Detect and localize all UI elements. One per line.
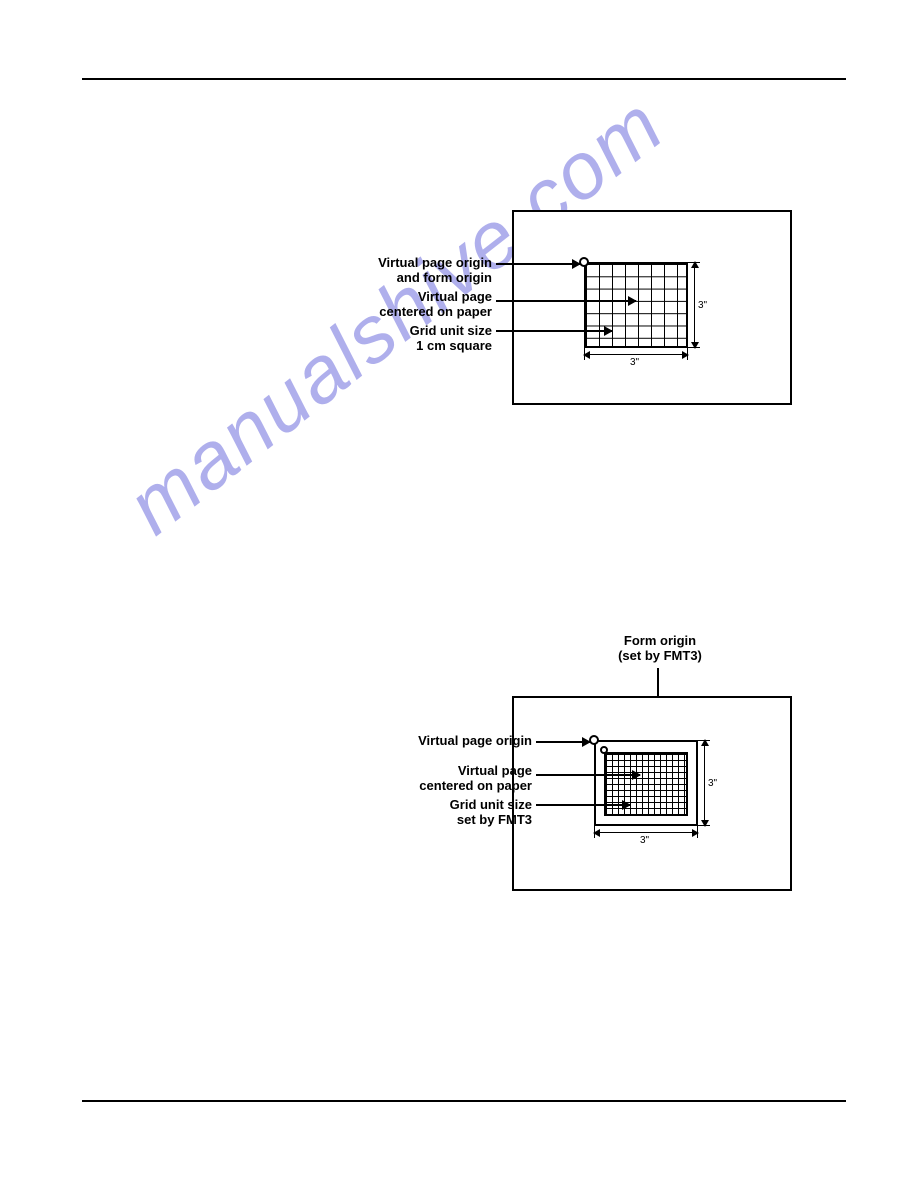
fig1-width-label: 3" bbox=[630, 357, 639, 368]
fig2-label-form-origin-l2: (set by FMT3) bbox=[618, 648, 702, 663]
fig1-label-vpage-l2: centered on paper bbox=[379, 304, 492, 319]
fig2-label-vpage-origin-text: Virtual page origin bbox=[418, 733, 532, 748]
fig2-height-dim bbox=[704, 740, 705, 826]
fig1-vtick-b bbox=[688, 347, 700, 348]
fig1-label-grid-l1: Grid unit size bbox=[410, 323, 492, 338]
fig1-arrow-vpage bbox=[496, 300, 636, 302]
fig2-arrow-vpage-origin bbox=[536, 741, 590, 743]
fig1-arrow-grid bbox=[496, 330, 612, 332]
fig2-vtick-b bbox=[698, 825, 710, 826]
fig1-width-dim bbox=[584, 354, 688, 355]
fig2-grid-lines bbox=[604, 752, 688, 816]
fig1-label-vpage-l1: Virtual page bbox=[418, 289, 492, 304]
fig2-label-grid-l2: set by FMT3 bbox=[457, 812, 532, 827]
fig2-vtick-t bbox=[698, 740, 710, 741]
top-rule bbox=[82, 78, 846, 80]
fig1-vtick-t bbox=[688, 262, 700, 263]
fig2-height-label: 3" bbox=[708, 778, 717, 789]
fig2-arrow-vpage bbox=[536, 774, 640, 776]
fig2-label-vpage-origin: Virtual page origin bbox=[372, 734, 532, 749]
fig2-width-label: 3" bbox=[640, 835, 649, 846]
fig1-label-vpage: Virtual page centered on paper bbox=[332, 290, 492, 320]
bottom-rule bbox=[82, 1100, 846, 1102]
fig2-label-form-origin-l1: Form origin bbox=[624, 633, 696, 648]
fig2-htick-l bbox=[594, 826, 595, 838]
fig2-htick-r bbox=[697, 826, 698, 838]
fig1-label-origin-l1: Virtual page origin bbox=[378, 255, 492, 270]
fig1-label-grid-l2: 1 cm square bbox=[416, 338, 492, 353]
fig2-label-vpage-l2: centered on paper bbox=[419, 778, 532, 793]
fig2-label-vpage-l1: Virtual page bbox=[458, 763, 532, 778]
fig2-label-form-origin: Form origin (set by FMT3) bbox=[600, 634, 720, 664]
fig1-htick-l bbox=[584, 348, 585, 360]
fig2-label-vpage: Virtual page centered on paper bbox=[372, 764, 532, 794]
fig1-height-label: 3" bbox=[698, 300, 707, 311]
fig1-label-origin-l2: and form origin bbox=[397, 270, 492, 285]
fig1-label-origin: Virtual page origin and form origin bbox=[332, 256, 492, 286]
fig1-label-grid: Grid unit size 1 cm square bbox=[332, 324, 492, 354]
fig2-form-origin-marker bbox=[600, 746, 608, 754]
fig2-arrow-grid bbox=[536, 804, 630, 806]
figure-1: 3" 3" Virtual page origin and form origi… bbox=[342, 210, 792, 410]
fig1-arrow-origin bbox=[496, 263, 580, 265]
fig2-width-dim bbox=[594, 832, 698, 833]
fig1-htick-r bbox=[687, 348, 688, 360]
fig2-label-grid-l1: Grid unit size bbox=[450, 797, 532, 812]
figure-2: Form origin (set by FMT3) 3" 3" Virtual … bbox=[342, 640, 792, 920]
fig1-height-dim bbox=[694, 262, 695, 348]
fig2-label-grid: Grid unit size set by FMT3 bbox=[372, 798, 532, 828]
